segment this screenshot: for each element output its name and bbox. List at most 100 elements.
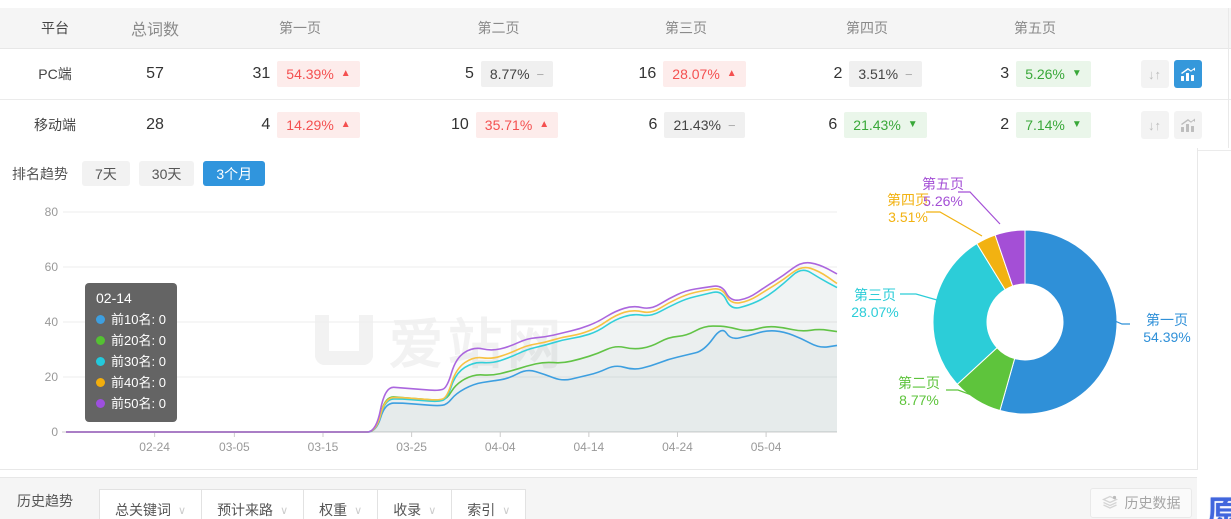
page1-cell: 4 14.29% ▲ (200, 112, 400, 138)
pie-leader-line-第三页 (900, 293, 938, 301)
chevron-down-icon: ∨ (502, 504, 511, 517)
header-page2: 第二页 (477, 20, 520, 36)
series-dot-icon (96, 357, 105, 366)
history-trend-label: 历史趋势 (17, 493, 73, 509)
page5-cell: 2 7.14% ▼ (959, 112, 1111, 138)
pie-slice-第三页[interactable] (932, 242, 1006, 386)
page3-cell: 16 28.07% ▲ (597, 61, 775, 87)
change-badge: 21.43% − (664, 112, 745, 138)
page4-cell: 2 3.51% − (775, 61, 959, 87)
table-header-row: 平台 总词数 第一页 第二页 第三页 第四页 第五页 (0, 8, 1231, 49)
platform-cell: PC端 (38, 66, 72, 82)
trend-chart-icon[interactable] (1173, 60, 1202, 88)
page5-cell: 3 5.26% ▼ (959, 61, 1111, 87)
y-axis-label: 80 (45, 205, 59, 219)
pie-slice-第五页[interactable] (994, 229, 1026, 287)
trend-arrow-icon: ▲ (340, 68, 351, 79)
tab-total-keywords[interactable]: 总关键词 ∨ (99, 489, 203, 519)
chevron-down-icon: ∨ (178, 504, 187, 517)
tooltip-date: 02-14 (96, 290, 132, 306)
series-dot-icon (96, 378, 105, 387)
chevron-down-icon: ∨ (428, 504, 437, 517)
series-dot-icon (96, 315, 105, 324)
x-axis-label: 03-05 (219, 440, 250, 454)
tab-3months[interactable]: 3个月 (203, 161, 266, 186)
series-line-前30名[interactable] (66, 269, 838, 433)
history-metric-tabs: 总关键词 ∨ 预计来路 ∨ 权重 ∨ 收录 ∨ 索引 ∨ (99, 489, 527, 519)
trend-arrow-icon: ▲ (539, 119, 550, 130)
history-data-button[interactable]: 历史数据 (1090, 488, 1192, 518)
change-badge: 3.51% − (849, 61, 922, 87)
tab-weight[interactable]: 权重 ∨ (303, 489, 379, 519)
tab-index[interactable]: 索引 ∨ (451, 489, 527, 519)
change-badge: 5.26% ▼ (1016, 61, 1091, 87)
sort-icon[interactable]: ↓↑ (1140, 111, 1169, 139)
history-trend-bar: 历史趋势 总关键词 ∨ 预计来路 ∨ 权重 ∨ 收录 ∨ 索引 ∨ 历史数据 (0, 477, 1197, 519)
change-badge: 54.39% ▲ (277, 61, 360, 87)
x-axis-label: 05-04 (751, 440, 782, 454)
pie-leader-line-第五页 (958, 191, 1001, 225)
series-line-前50名[interactable] (66, 261, 838, 433)
x-axis-label: 03-25 (396, 440, 427, 454)
change-badge: 21.43% ▼ (844, 112, 927, 138)
rank-trend-chart[interactable]: 0 20 40 60 80 02-24 03-05 03-15 03-25 04-04 04-14 0… (0, 148, 1197, 469)
pie-label-page3: 第三页 28.07% (851, 287, 899, 320)
x-axis-label: 04-14 (574, 440, 605, 454)
header-platform: 平台 (41, 20, 69, 36)
change-badge: 35.71% ▲ (475, 112, 559, 138)
y-axis-label: 60 (45, 260, 59, 274)
page3-cell: 6 21.43% − (597, 112, 775, 138)
trend-tabs-row: 排名趋势 7天 30天 3个月 (12, 161, 274, 186)
pie-label-page4: 第四页 3.51% (887, 192, 929, 225)
trend-chart-icon[interactable] (1173, 111, 1202, 139)
change-badge: 14.29% ▲ (277, 112, 360, 138)
trend-arrow-icon: ▲ (726, 68, 737, 79)
trend-arrow-icon: ▼ (1071, 68, 1082, 79)
trend-arrow-icon: − (905, 66, 913, 82)
page4-cell: 6 21.43% ▼ (775, 112, 959, 138)
pie-slice-第一页[interactable] (999, 229, 1118, 415)
tab-estimated-traffic[interactable]: 预计来路 ∨ (201, 489, 305, 519)
platform-cell: 移动端 (34, 117, 76, 133)
change-badge: 28.07% ▲ (663, 61, 746, 87)
header-page5: 第五页 (1014, 20, 1056, 36)
total-words-cell: 57 (146, 65, 164, 82)
layers-icon (1101, 495, 1118, 512)
series-line-前10名[interactable] (66, 329, 838, 433)
chevron-down-icon: ∨ (280, 504, 289, 517)
floating-original-badge[interactable]: 原 (1207, 494, 1231, 519)
table-right-divider (1228, 8, 1229, 148)
table-row-pc: PC端 57 31 54.39% ▲ 5 8.77% − 16 28.07% ▲ (0, 49, 1231, 100)
chart-tooltip: 02-14 前10名: 0 前20名: 0 前30名: 0 前40名: 0 前5… (85, 283, 177, 422)
tab-30days[interactable]: 30天 (138, 161, 195, 186)
header-page1: 第一页 (279, 20, 321, 36)
trend-arrow-icon: − (536, 66, 545, 82)
series-dot-icon (96, 336, 105, 345)
table-row-mobile: 移动端 28 4 14.29% ▲ 10 35.71% ▲ 6 21.43% − (0, 100, 1231, 151)
tab-indexed[interactable]: 收录 ∨ (377, 489, 453, 519)
series-line-前40名[interactable] (66, 266, 838, 433)
total-words-cell: 28 (146, 116, 164, 133)
sort-icon[interactable]: ↓↑ (1140, 60, 1169, 88)
header-page4: 第四页 (846, 20, 888, 36)
page1-cell: 31 54.39% ▲ (200, 61, 400, 87)
x-axis-label: 04-04 (485, 440, 516, 454)
chevron-down-icon: ∨ (354, 504, 363, 517)
trend-panel: 排名趋势 7天 30天 3个月 爱站网 0 20 40 60 80 02-24 03-05 0… (0, 148, 1198, 470)
change-badge: 8.77% − (480, 61, 554, 87)
tab-7days[interactable]: 7天 (82, 161, 130, 186)
pie-leader-line-第四页 (926, 211, 983, 237)
trend-arrow-icon: ▼ (907, 119, 918, 130)
trend-arrow-icon: − (727, 117, 736, 133)
aizhan-logo-icon (315, 314, 373, 365)
y-axis-label: 40 (45, 315, 59, 329)
platform-rank-table: 平台 总词数 第一页 第二页 第三页 第四页 第五页 PC端 57 31 54.… (0, 0, 1231, 151)
pie-label-page1: 第一页 54.39% (1143, 312, 1191, 345)
x-axis-label: 03-15 (308, 440, 339, 454)
pie-label-page2: 第二页 8.77% (898, 375, 940, 408)
header-page3: 第三页 (665, 20, 707, 36)
x-axis-label: 02-24 (139, 440, 170, 454)
pie-leader-line-第二页 (946, 389, 986, 401)
pie-label-page5: 第五页 5.26% (922, 176, 964, 209)
